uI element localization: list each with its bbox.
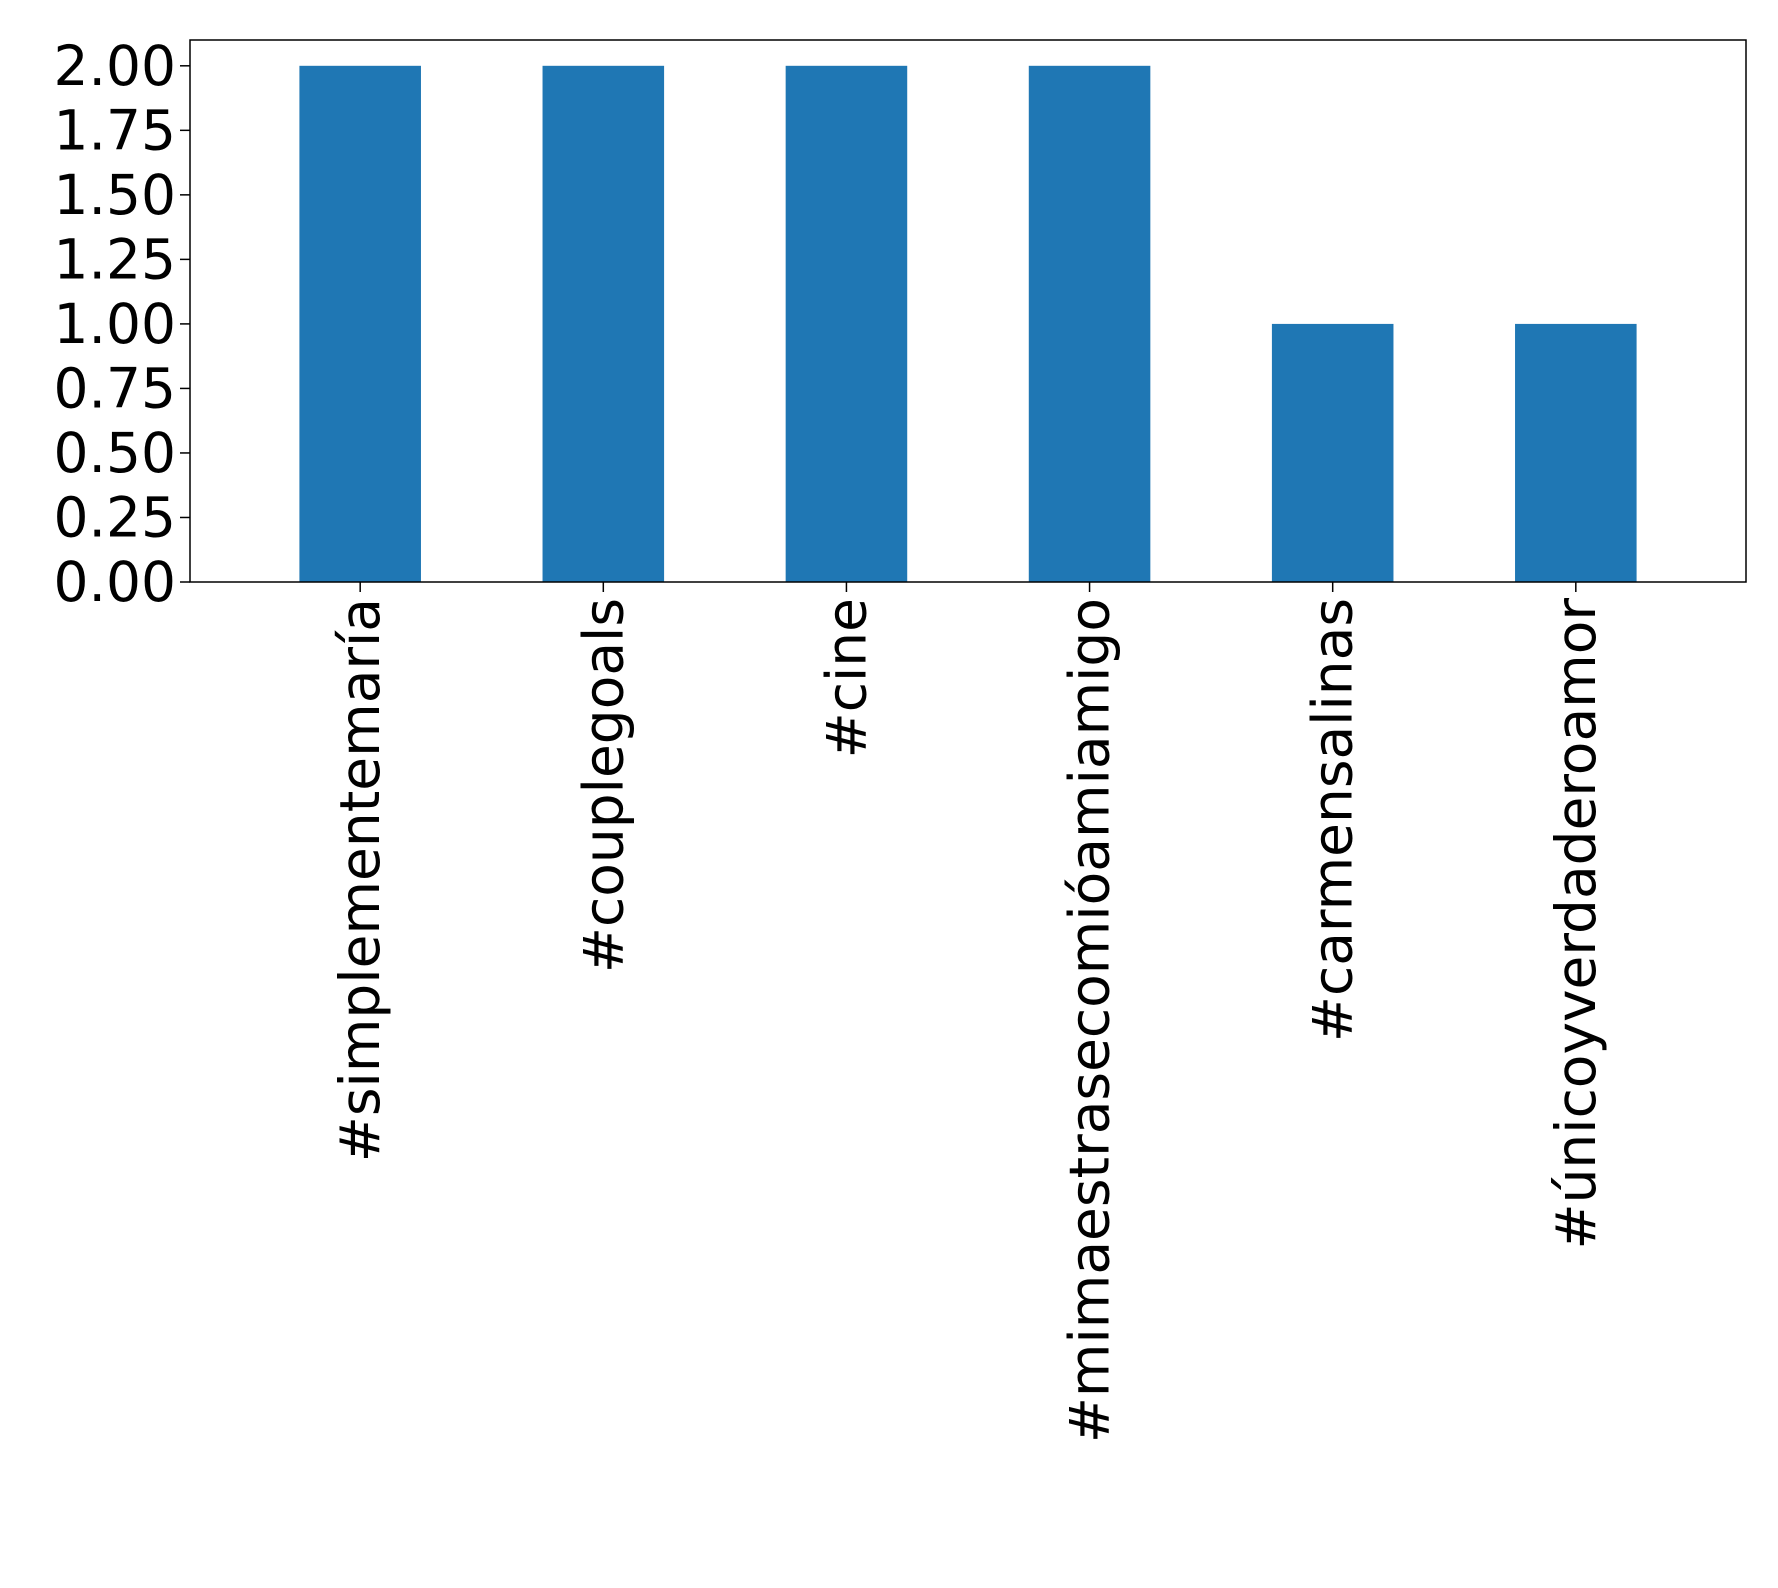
bar-2 <box>542 65 665 583</box>
y-axis: 0.000.250.500.751.001.251.501.752.00 <box>54 34 190 614</box>
bar-3 <box>785 65 908 583</box>
y-tick-label: 1.50 <box>54 163 176 227</box>
bar-4 <box>1028 65 1151 583</box>
bar-5 <box>1271 323 1394 582</box>
x-tick-label: #cine <box>814 598 878 758</box>
y-tick-label: 1.25 <box>54 227 176 291</box>
y-tick-label: 0.25 <box>54 485 176 549</box>
y-tick-label: 0.50 <box>54 421 176 485</box>
x-tick-label: #mimaestrasecomióamiamigo <box>1058 598 1122 1443</box>
y-tick-label: 1.00 <box>54 292 176 356</box>
x-axis: #simplementemaría #couplegoals #cine #mimae… <box>328 582 1608 1443</box>
x-tick-label: #couplegoals <box>571 598 635 973</box>
bars-layer <box>299 65 1637 583</box>
y-tick-label: 0.00 <box>54 550 176 614</box>
x-tick-label: #simplementemaría <box>328 598 392 1162</box>
bar-1 <box>299 65 421 583</box>
plot-area-frame <box>189 39 1747 583</box>
y-tick-label: 1.75 <box>54 98 176 162</box>
y-tick-label: 2.00 <box>54 34 176 98</box>
x-tick-label: #únicoyverdaderoamor <box>1544 598 1608 1250</box>
bar-6 <box>1515 323 1637 582</box>
y-tick-label: 0.75 <box>54 356 176 420</box>
x-tick-label: #carmensalinas <box>1301 598 1365 1042</box>
